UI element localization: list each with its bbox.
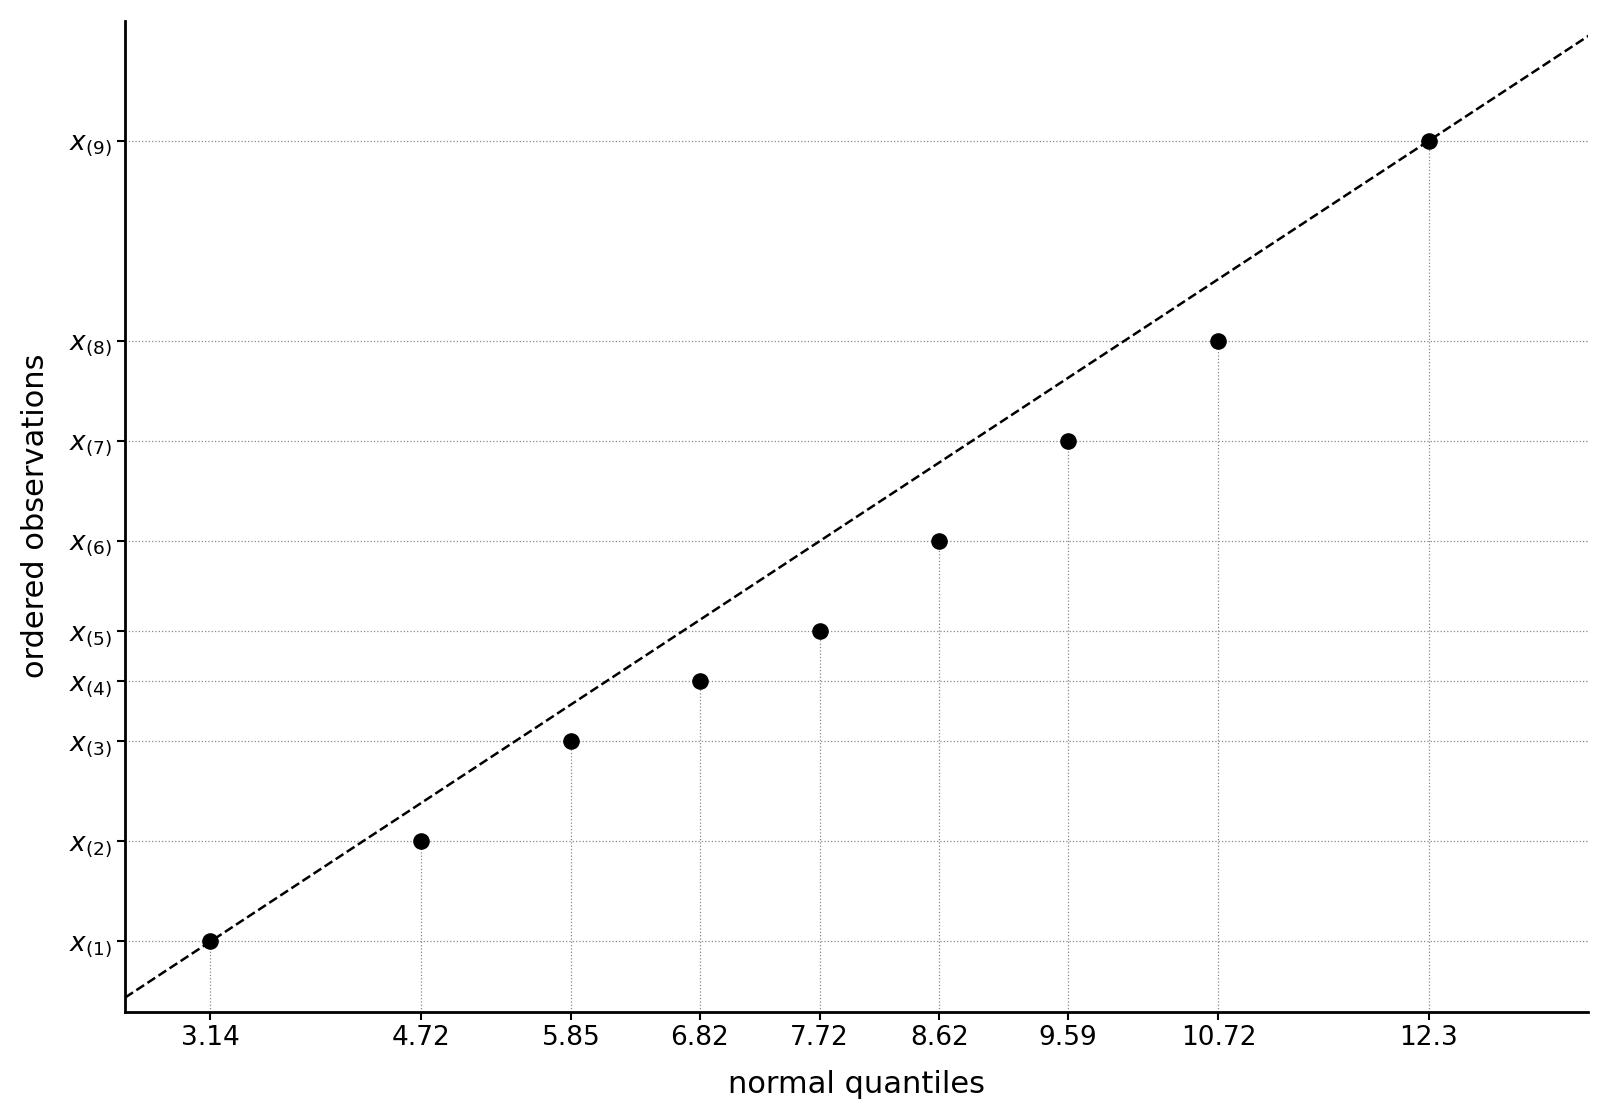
Point — [1416, 132, 1442, 150]
Point — [806, 623, 832, 641]
Point — [1056, 432, 1081, 450]
Point — [407, 832, 433, 850]
Point — [558, 732, 584, 750]
Point — [198, 933, 224, 951]
Point — [687, 672, 713, 690]
X-axis label: normal quantiles: normal quantiles — [729, 1071, 985, 1099]
Point — [1205, 333, 1231, 351]
Point — [927, 532, 953, 550]
Y-axis label: ordered observations: ordered observations — [21, 354, 50, 679]
